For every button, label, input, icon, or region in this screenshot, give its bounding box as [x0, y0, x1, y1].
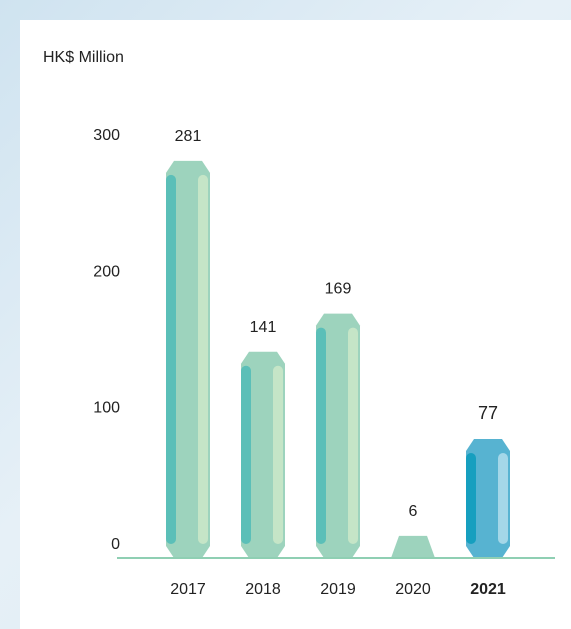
y-tick-label: 300: [93, 127, 120, 144]
value-label-2018: 141: [250, 319, 277, 336]
bar-2018: [241, 351, 285, 558]
bar-right-stripe: [348, 327, 358, 544]
value-label-2020: 6: [409, 503, 418, 520]
chart-panel: HK$ Million 0 100 200 300 281 141 169 6 77 2017…: [20, 20, 571, 629]
bar-left-stripe: [241, 365, 251, 544]
y-tick-label: 0: [111, 536, 120, 553]
bar-2019: [316, 313, 360, 558]
value-label-2017: 281: [175, 128, 202, 145]
bar-right-stripe: [273, 365, 283, 544]
x-tick-label-2018: 2018: [245, 581, 281, 598]
bars: 281 141 169 6 77: [166, 128, 510, 559]
x-tick-label-2017: 2017: [170, 581, 206, 598]
bar-2017: [166, 160, 210, 559]
y-axis-label: HK$ Million: [43, 49, 124, 66]
bar-left-stripe: [466, 453, 476, 544]
value-label-2019: 169: [325, 281, 352, 298]
bar-left-stripe: [316, 327, 326, 544]
bar-right-stripe: [198, 174, 208, 545]
bar-left-stripe: [166, 174, 176, 545]
x-tick-label-2019: 2019: [320, 581, 356, 598]
x-axis-ticks: 2017 2018 2019 2020 2021: [170, 581, 506, 598]
bar-2021: [466, 439, 510, 558]
x-tick-label-2020: 2020: [395, 581, 431, 598]
x-tick-label-2021: 2021: [470, 581, 506, 598]
bar-2020: [391, 535, 435, 558]
bar-chart: HK$ Million 0 100 200 300 281 141 169 6 77 2017…: [43, 49, 555, 598]
bar-right-stripe: [498, 453, 508, 544]
y-axis-ticks: 0 100 200 300: [93, 127, 120, 553]
y-tick-label: 200: [93, 263, 120, 280]
y-tick-label: 100: [93, 400, 120, 417]
value-label-2021: 77: [478, 403, 498, 423]
bar-body: [391, 535, 435, 558]
